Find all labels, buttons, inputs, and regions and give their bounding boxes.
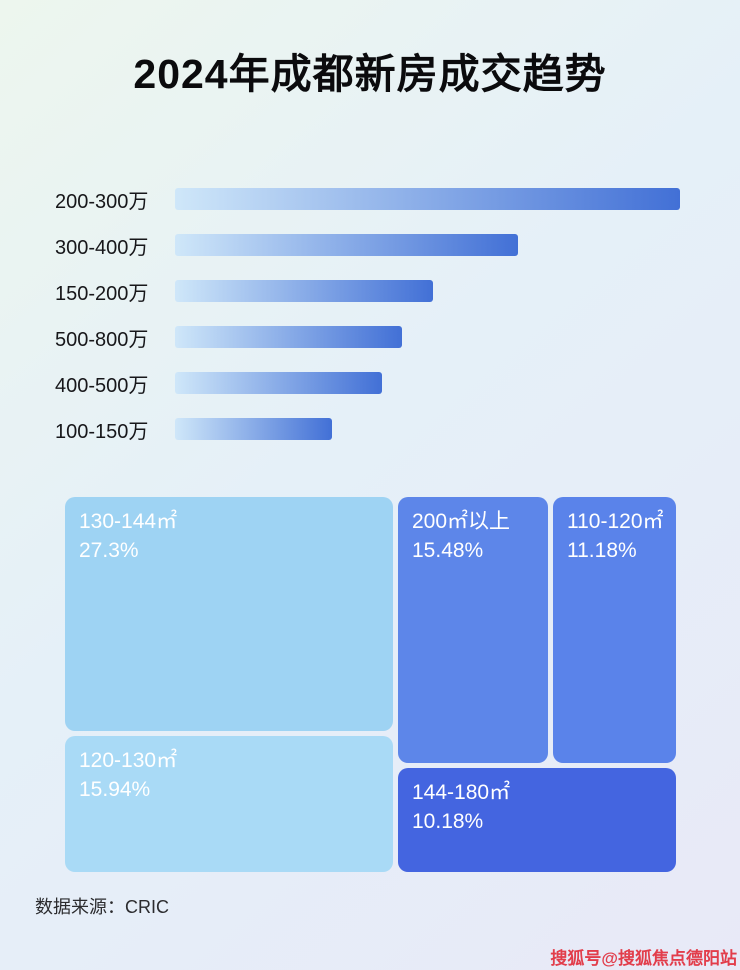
bar-track <box>175 188 680 210</box>
treemap-block-label: 130-144㎡ <box>79 510 178 533</box>
bar-row: 300-400万 <box>55 222 680 268</box>
treemap-block-value: 10.18% <box>412 810 484 834</box>
watermark: 搜狐号@搜狐焦点德阳站 <box>550 949 737 968</box>
bar <box>175 280 433 302</box>
bar <box>175 372 383 394</box>
bar-row: 400-500万 <box>55 360 680 406</box>
treemap-right-top-row: 200㎡以上 15.48% 110-120㎡ 11.18% <box>398 497 676 763</box>
treemap-right-column: 200㎡以上 15.48% 110-120㎡ 11.18% 144-180㎡ 1… <box>398 497 676 872</box>
unit-area-treemap: 130-144㎡ 27.3% 120-130㎡ 15.94% 200㎡以上 15… <box>65 497 676 872</box>
treemap-block-144-180: 144-180㎡ 10.18% <box>398 768 676 872</box>
bar-category-label: 400-500万 <box>55 374 149 397</box>
bar-category-label: 150-200万 <box>55 282 149 305</box>
bar <box>175 326 403 348</box>
treemap-block-120-130: 120-130㎡ 15.94% <box>65 736 393 872</box>
price-range-bar-chart: 200-300万 300-400万 150-200万 500-800万 400-500万… <box>55 176 680 452</box>
bar-track <box>175 234 680 256</box>
bar-row: 100-150万 <box>55 406 680 452</box>
treemap-block-130-144: 130-144㎡ 27.3% <box>65 497 393 731</box>
data-source: 数据来源：CRIC <box>35 897 169 917</box>
bar-track <box>175 418 680 440</box>
bar-track <box>175 326 680 348</box>
bar-row: 200-300万 <box>55 176 680 222</box>
bar-category-label: 300-400万 <box>55 236 149 259</box>
bar <box>175 418 332 440</box>
treemap-block-200-plus: 200㎡以上 15.48% <box>398 497 548 763</box>
treemap-block-value: 27.3% <box>79 539 139 563</box>
treemap-block-value: 11.18% <box>567 539 637 563</box>
bar <box>175 188 680 210</box>
treemap-block-110-120: 110-120㎡ 11.18% <box>553 497 676 763</box>
bar-track <box>175 372 680 394</box>
treemap-block-label: 200㎡以上 <box>412 510 511 533</box>
bar-row: 150-200万 <box>55 268 680 314</box>
bar <box>175 234 519 256</box>
treemap-block-value: 15.48% <box>412 539 484 563</box>
treemap-block-label: 144-180㎡ <box>412 781 511 804</box>
bar-category-label: 200-300万 <box>55 190 149 213</box>
bar-row: 500-800万 <box>55 314 680 360</box>
treemap-block-label: 120-130㎡ <box>79 749 178 772</box>
bar-track <box>175 280 680 302</box>
page-title: 2024年成都新房成交趋势 <box>133 51 607 97</box>
bar-category-label: 500-800万 <box>55 328 149 351</box>
treemap-block-label: 110-120㎡ <box>567 510 664 533</box>
treemap-left-column: 130-144㎡ 27.3% 120-130㎡ 15.94% <box>65 497 393 872</box>
treemap-block-value: 15.94% <box>79 778 151 802</box>
bar-category-label: 100-150万 <box>55 420 149 443</box>
